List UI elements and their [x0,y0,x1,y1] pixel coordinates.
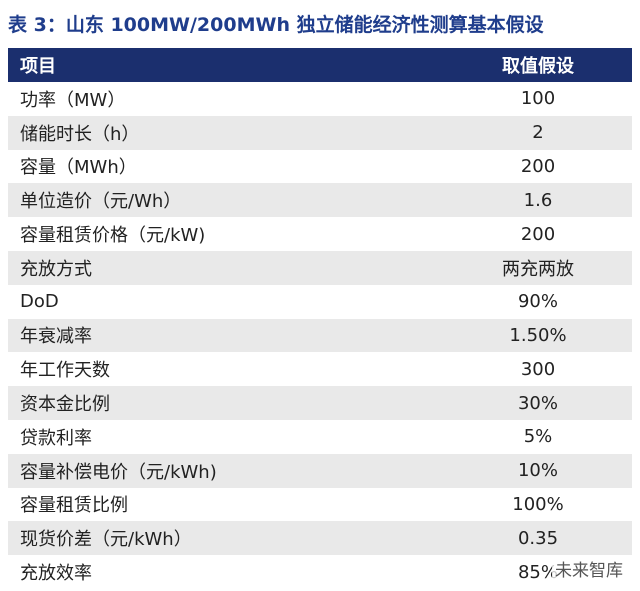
cell: 0.35 [517,527,559,549]
cell: 现货价差（元/kWh） [20,529,192,551]
table-row: 充放效率 85% [8,555,632,589]
header-cell: 取值假设 [502,56,574,77]
table-row: 容量租赁比例 100% [8,488,632,522]
cell: 年衰减率 [20,326,92,348]
cell: 充放效率 [20,563,92,585]
table-row: 年衰减率 1.50% [8,318,632,353]
cell: 储能时长（h） [20,123,140,145]
cell: 300 [520,358,556,380]
table-row: DoD 90% [8,285,632,319]
table-row: 功率（MW） 100 [8,82,632,116]
table-row: 容量补偿电价（元/kWh) 10% [8,453,632,488]
cell: 资本金比例 [20,394,110,416]
cell: 充放方式 [20,258,92,280]
table-row: 现货价差（元/kWh） 0.35 [8,521,632,556]
cell: 90% [517,291,558,313]
cell: 5% [523,426,553,448]
cell: 200 [520,223,556,245]
cell: 贷款利率 [20,427,92,449]
cell: 100% [512,493,564,515]
table-row: 容量租赁价格（元/kW) 200 [8,217,632,251]
cell: 1.6 [523,189,553,211]
cell: 容量补偿电价（元/kWh) [20,461,217,483]
title: 表 3：山东 100MW/200MWh 独立储能经济性测算基本假设 [8,14,544,36]
cell: 85% [517,561,558,583]
cell: DoD [20,291,59,313]
table-row: 充放方式 两充两放 [8,250,632,285]
cell: 10% [517,460,558,482]
cell: 2 [532,122,544,144]
table-row: 年工作天数 300 [8,352,632,386]
cell: 30% [517,392,558,414]
header-cell: 项目 [20,56,56,77]
cell: 年工作天数 [20,360,110,382]
cell: 容量租赁比例 [20,495,128,517]
table-row: 贷款利率 5% [8,420,632,454]
table-row: 单位造价（元/Wh） 1.6 [8,183,632,218]
cell: 容量租赁价格（元/kW) [20,225,206,247]
table-row: 储能时长（h） 2 [8,115,632,150]
cell: 两充两放 [502,258,574,280]
table-header: 项目 取值假设 [8,48,632,82]
table-row: 容量（MWh） 200 [8,150,632,184]
cell: 1.50% [509,324,567,346]
table-row: 资本金比例 30% [8,386,632,420]
table: 项目 取值假设 功率（MW） 100 储能时长（h） 2 容量（MWh） 200 单位造价（… [8,48,632,589]
cell: 100 [520,88,556,110]
watermark: 未来智库 [552,556,626,581]
cell: 单位造价（元/Wh） [20,191,182,213]
cell: 容量（MWh） [20,157,137,179]
cell: 200 [520,155,556,177]
cell: 功率（MW） [20,89,126,111]
